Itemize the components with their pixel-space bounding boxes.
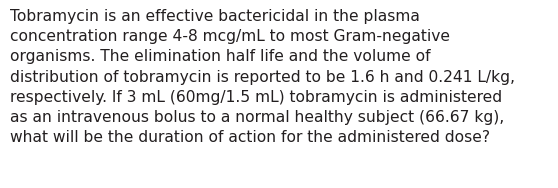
Text: Tobramycin is an effective bactericidal in the plasma
concentration range 4-8 mc: Tobramycin is an effective bactericidal …	[10, 9, 515, 145]
